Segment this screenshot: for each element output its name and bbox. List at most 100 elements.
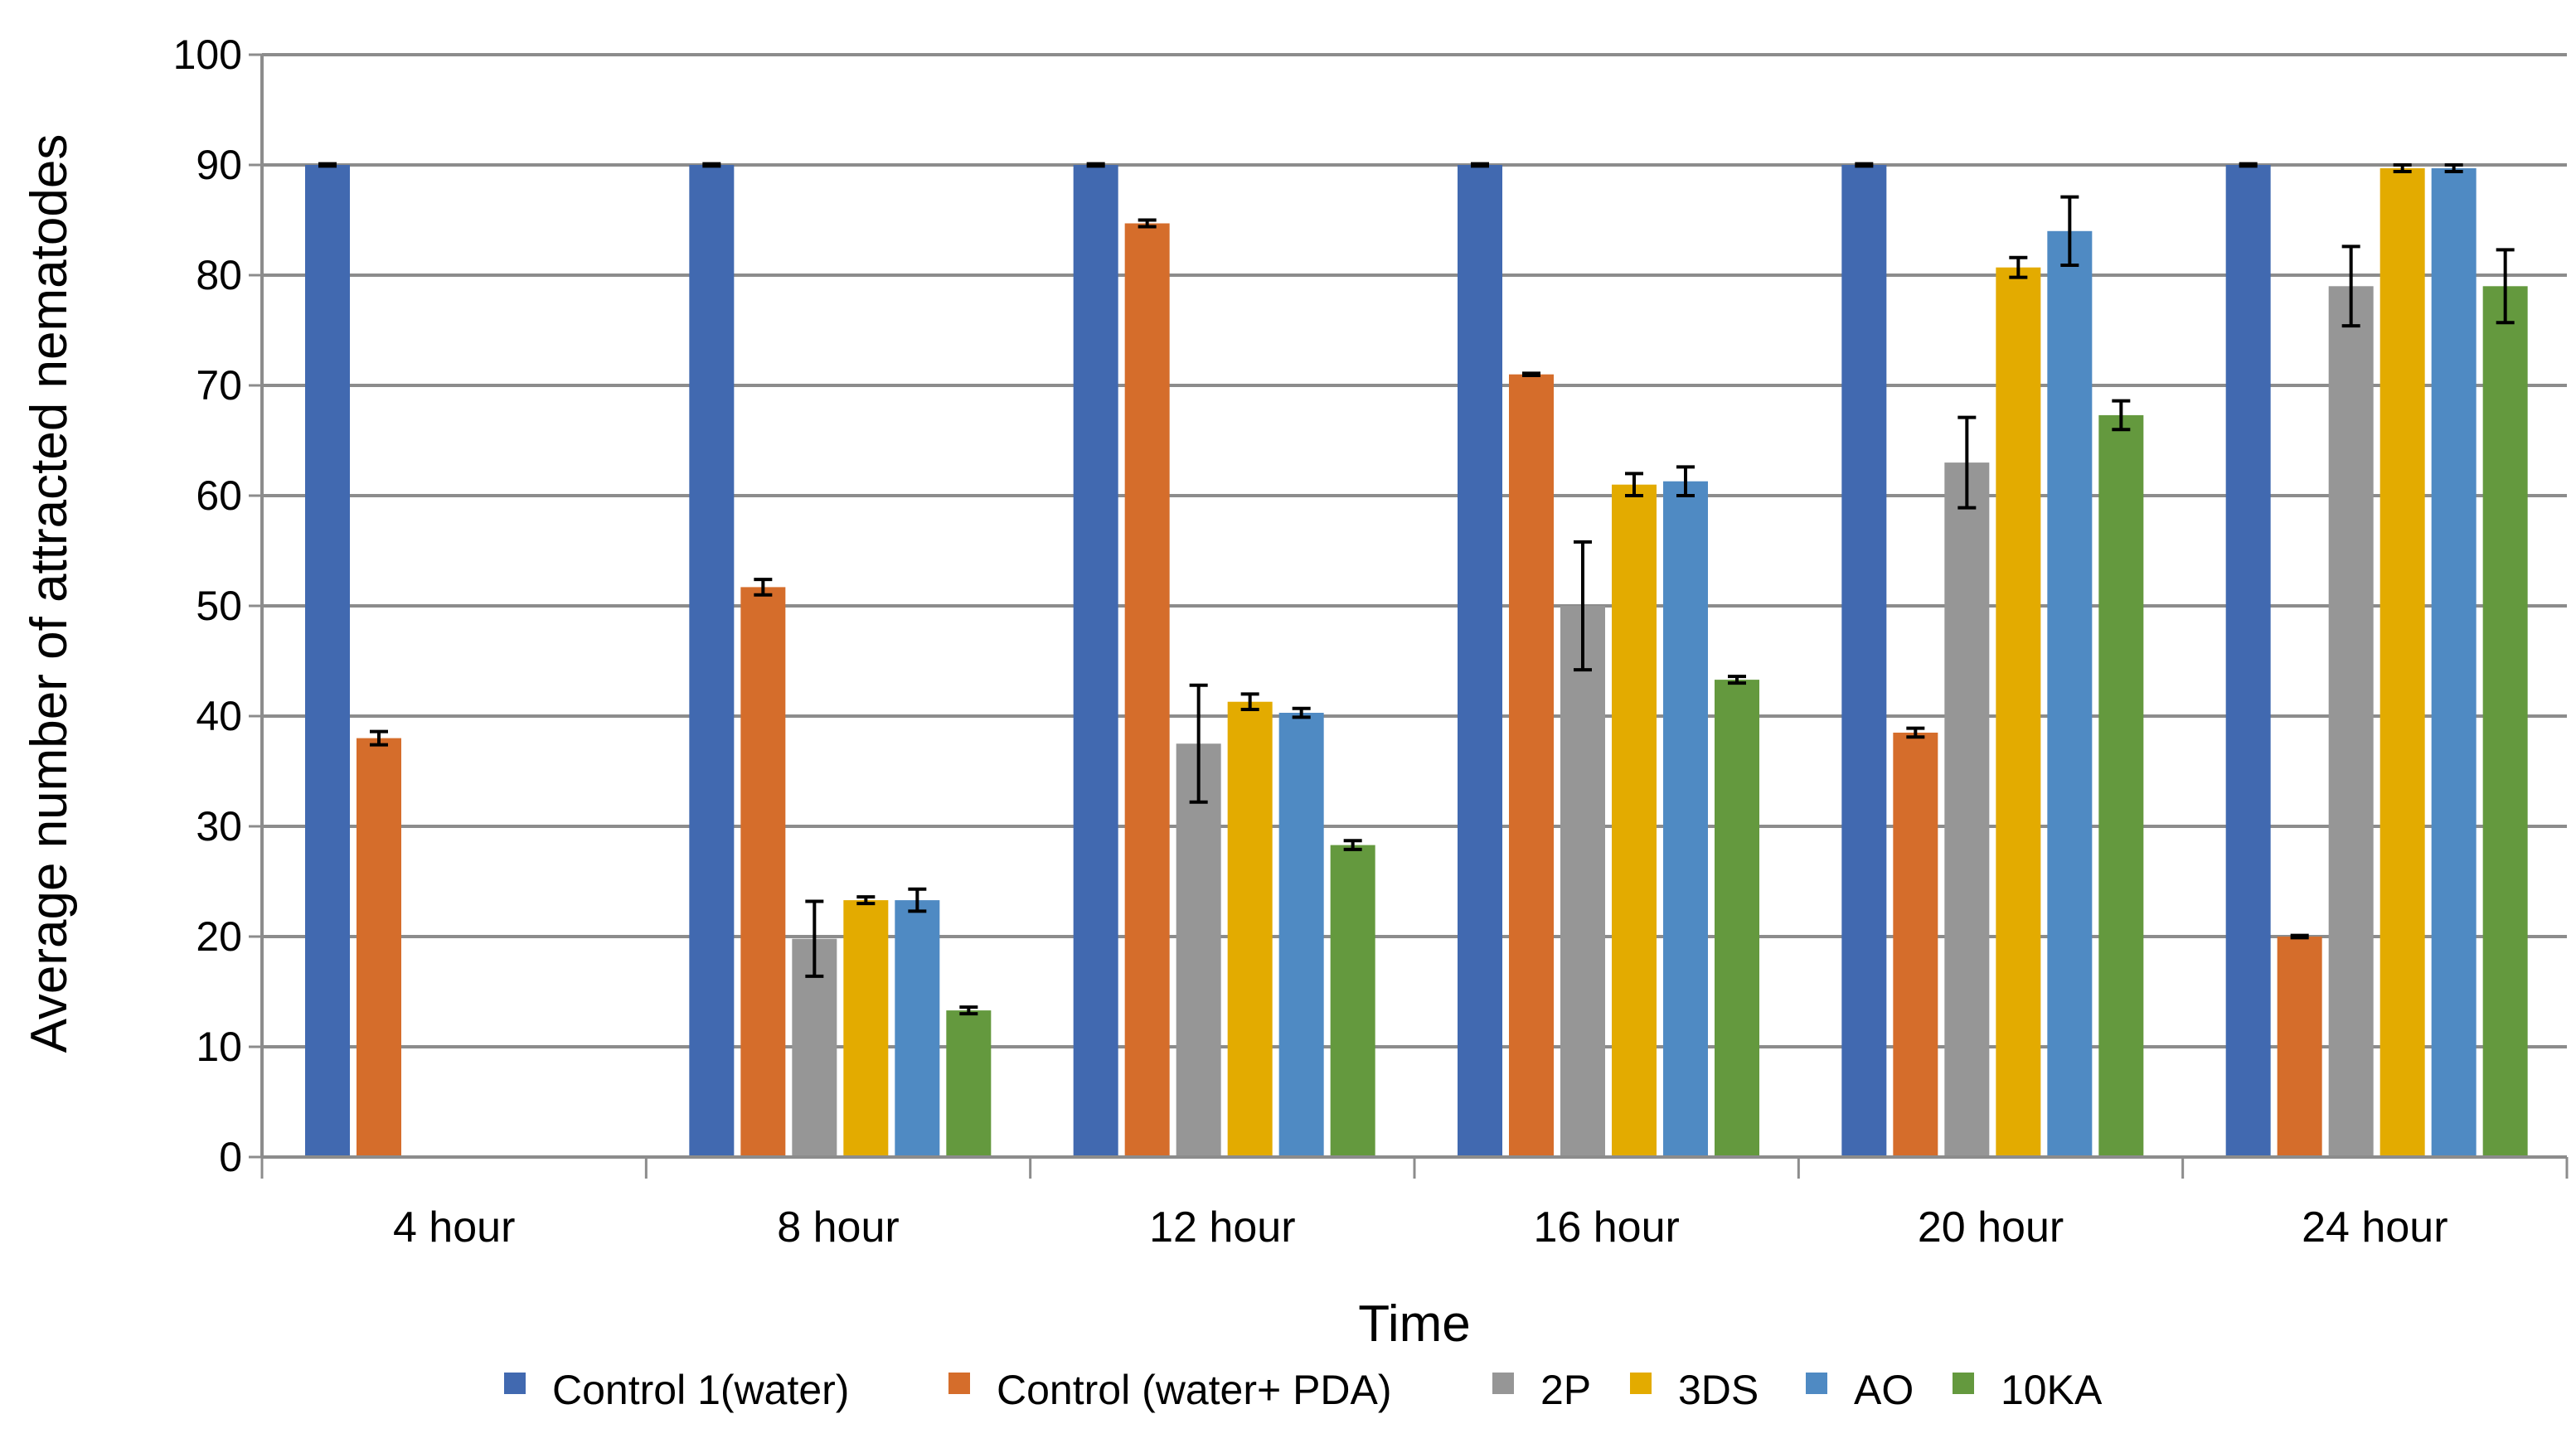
bar <box>1944 462 1990 1157</box>
legend-swatch <box>948 1373 970 1394</box>
bar <box>843 900 889 1157</box>
bar <box>1176 743 1221 1157</box>
bars-group <box>305 165 2528 1158</box>
bar <box>2380 167 2425 1158</box>
error-bar <box>959 1005 978 1016</box>
y-tick-label: 30 <box>196 803 242 850</box>
gridlines <box>262 53 2567 1048</box>
error-bar <box>805 899 824 978</box>
error-bar <box>856 895 876 906</box>
legend-item: 10KA <box>1953 1367 2103 1413</box>
legend: Control 1(water) Control (water+ PDA) 2P 3D… <box>504 1367 2103 1413</box>
error-bar <box>2239 162 2258 168</box>
bar <box>2047 230 2093 1157</box>
error-bar <box>1471 162 1489 168</box>
axes-group <box>249 53 2569 1179</box>
error-bar <box>1292 706 1311 719</box>
bar <box>2431 167 2477 1158</box>
bar <box>2482 286 2528 1157</box>
error-bar <box>2112 399 2131 432</box>
y-tick-label: 40 <box>196 693 242 739</box>
error-bars-group <box>318 162 2515 1016</box>
legend-label: 3DS <box>1678 1367 1759 1413</box>
legend-label: AO <box>1854 1367 1914 1413</box>
legend-item: 2P <box>1492 1367 1591 1413</box>
error-bar <box>1957 415 1977 510</box>
error-bar <box>908 887 927 913</box>
error-bar <box>2009 255 2028 279</box>
x-category-label: 24 hour <box>2302 1203 2447 1252</box>
legend-label: Control (water+ PDA) <box>997 1367 1392 1413</box>
y-tick-label: 50 <box>196 583 242 629</box>
legend-item: 3DS <box>1630 1367 1759 1413</box>
y-tick-label: 90 <box>196 142 242 188</box>
bar <box>2098 414 2144 1157</box>
legend-label: 10KA <box>2001 1367 2103 1413</box>
y-tick-label: 10 <box>196 1024 242 1070</box>
bar <box>1458 165 1502 1157</box>
x-axis-title: Time <box>1358 1295 1470 1353</box>
y-axis-title: Average number of attracted nematodes <box>21 134 78 1053</box>
bar <box>2225 165 2271 1157</box>
error-bar <box>1855 162 1874 168</box>
legend-swatch <box>1953 1373 1974 1394</box>
error-bar <box>1728 675 1746 685</box>
bar <box>1893 732 1938 1157</box>
legend-label: 2P <box>1540 1367 1591 1413</box>
bar <box>2328 286 2374 1157</box>
bar <box>1715 680 1759 1157</box>
y-tick-label: 100 <box>173 31 242 78</box>
x-category-label: 16 hour <box>1533 1203 1679 1252</box>
error-bar <box>702 162 721 168</box>
legend-item: AO <box>1806 1367 1914 1413</box>
bar <box>740 587 786 1157</box>
error-bar <box>2496 248 2515 325</box>
error-bar <box>1086 162 1105 168</box>
error-bar <box>2444 163 2463 173</box>
error-bar <box>318 162 337 168</box>
legend-item: Control 1(water) <box>504 1367 849 1413</box>
error-bar <box>2060 195 2079 268</box>
legend-label: Control 1(water) <box>552 1367 849 1413</box>
y-tick-label: 60 <box>196 472 242 519</box>
error-bar <box>2393 163 2412 173</box>
error-bar <box>1676 465 1695 497</box>
bar <box>1227 701 1273 1157</box>
bar <box>305 165 350 1157</box>
error-bar <box>1189 683 1208 804</box>
legend-swatch <box>504 1373 526 1394</box>
y-tick-label: 20 <box>196 913 242 960</box>
bar <box>1560 606 1605 1157</box>
error-bar <box>1343 839 1362 851</box>
bar <box>1612 484 1657 1157</box>
bar <box>1509 374 1554 1157</box>
x-category-labels: 4 hour 8 hour 12 hour 16 hour 20 hour 24 hour <box>393 1203 2448 1252</box>
bar <box>689 165 735 1157</box>
error-bar <box>1138 218 1157 229</box>
y-tick-label: 0 <box>219 1134 242 1180</box>
error-bar <box>2290 933 2309 940</box>
error-bar <box>1522 371 1540 378</box>
legend-swatch <box>1492 1373 1514 1394</box>
bar <box>895 900 940 1157</box>
y-tick-labels: 0 10 20 30 40 50 60 70 80 90 100 <box>173 31 242 1180</box>
x-category-label: 20 hour <box>1918 1203 2064 1252</box>
y-tick-label: 80 <box>196 252 242 298</box>
bar <box>1124 223 1170 1157</box>
x-category-label: 4 hour <box>393 1203 515 1252</box>
bar <box>357 738 401 1157</box>
error-bar <box>1240 692 1259 712</box>
bar <box>1841 165 1887 1157</box>
error-bar <box>2341 245 2360 328</box>
error-bar <box>370 729 388 747</box>
legend-swatch <box>1630 1373 1652 1394</box>
x-category-label: 12 hour <box>1149 1203 1295 1252</box>
y-tick-label: 70 <box>196 362 242 409</box>
error-bar <box>1574 540 1592 672</box>
bar <box>946 1010 992 1157</box>
bar <box>1663 481 1708 1157</box>
error-bar <box>754 578 773 597</box>
error-bar <box>1625 472 1643 497</box>
bar <box>1330 845 1375 1157</box>
